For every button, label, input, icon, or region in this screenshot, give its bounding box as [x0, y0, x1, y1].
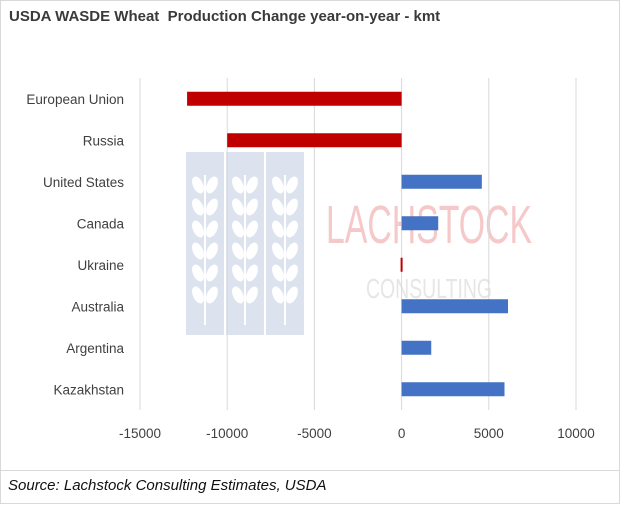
x-tick-label: 5000: [474, 426, 504, 441]
bar-united-states: [401, 174, 482, 189]
x-tick-labels: -15000 -10000 -5000 0 5000 10000: [119, 426, 595, 441]
x-tick-label: 10000: [557, 426, 595, 441]
x-tick-label: -10000: [206, 426, 248, 441]
watermark-text-line2: CONSULTING: [366, 273, 492, 304]
bar-ukraine: [400, 257, 403, 272]
category-labels: European Union Russia United States Canada U…: [26, 92, 124, 398]
x-tick-label: -15000: [119, 426, 161, 441]
watermark: LACHSTOCKCONSULTING: [186, 152, 532, 335]
bar-chart: LACHSTOCKCONSULTING European Union Russia…: [26, 78, 595, 441]
category-label: Ukraine: [77, 258, 124, 273]
bar-canada: [401, 216, 439, 231]
category-label: Kazakhstan: [53, 382, 124, 397]
category-label: United States: [43, 175, 124, 190]
category-label: Canada: [77, 216, 125, 231]
bar-kazakhstan: [401, 382, 505, 397]
watermark-wheat-tile: [266, 152, 304, 335]
x-tick-label: 0: [398, 426, 406, 441]
x-tick-label: -5000: [297, 426, 332, 441]
category-label: Russia: [83, 133, 125, 148]
category-label: Argentina: [66, 341, 124, 356]
watermark-wheat-tile: [226, 152, 264, 335]
bar-argentina: [401, 340, 432, 355]
source-divider: [0, 470, 620, 471]
bars: [187, 91, 508, 397]
bar-russia: [227, 133, 402, 148]
chart-title: USDA WASDE Wheat Production Change year-…: [9, 8, 441, 25]
bar-european-union: [187, 91, 402, 106]
category-label: European Union: [26, 92, 124, 107]
category-label: Australia: [71, 299, 124, 314]
watermark-wheat-tile: [186, 152, 224, 335]
bar-australia: [401, 299, 508, 314]
source-note: Source: Lachstock Consulting Estimates, …: [8, 477, 327, 494]
